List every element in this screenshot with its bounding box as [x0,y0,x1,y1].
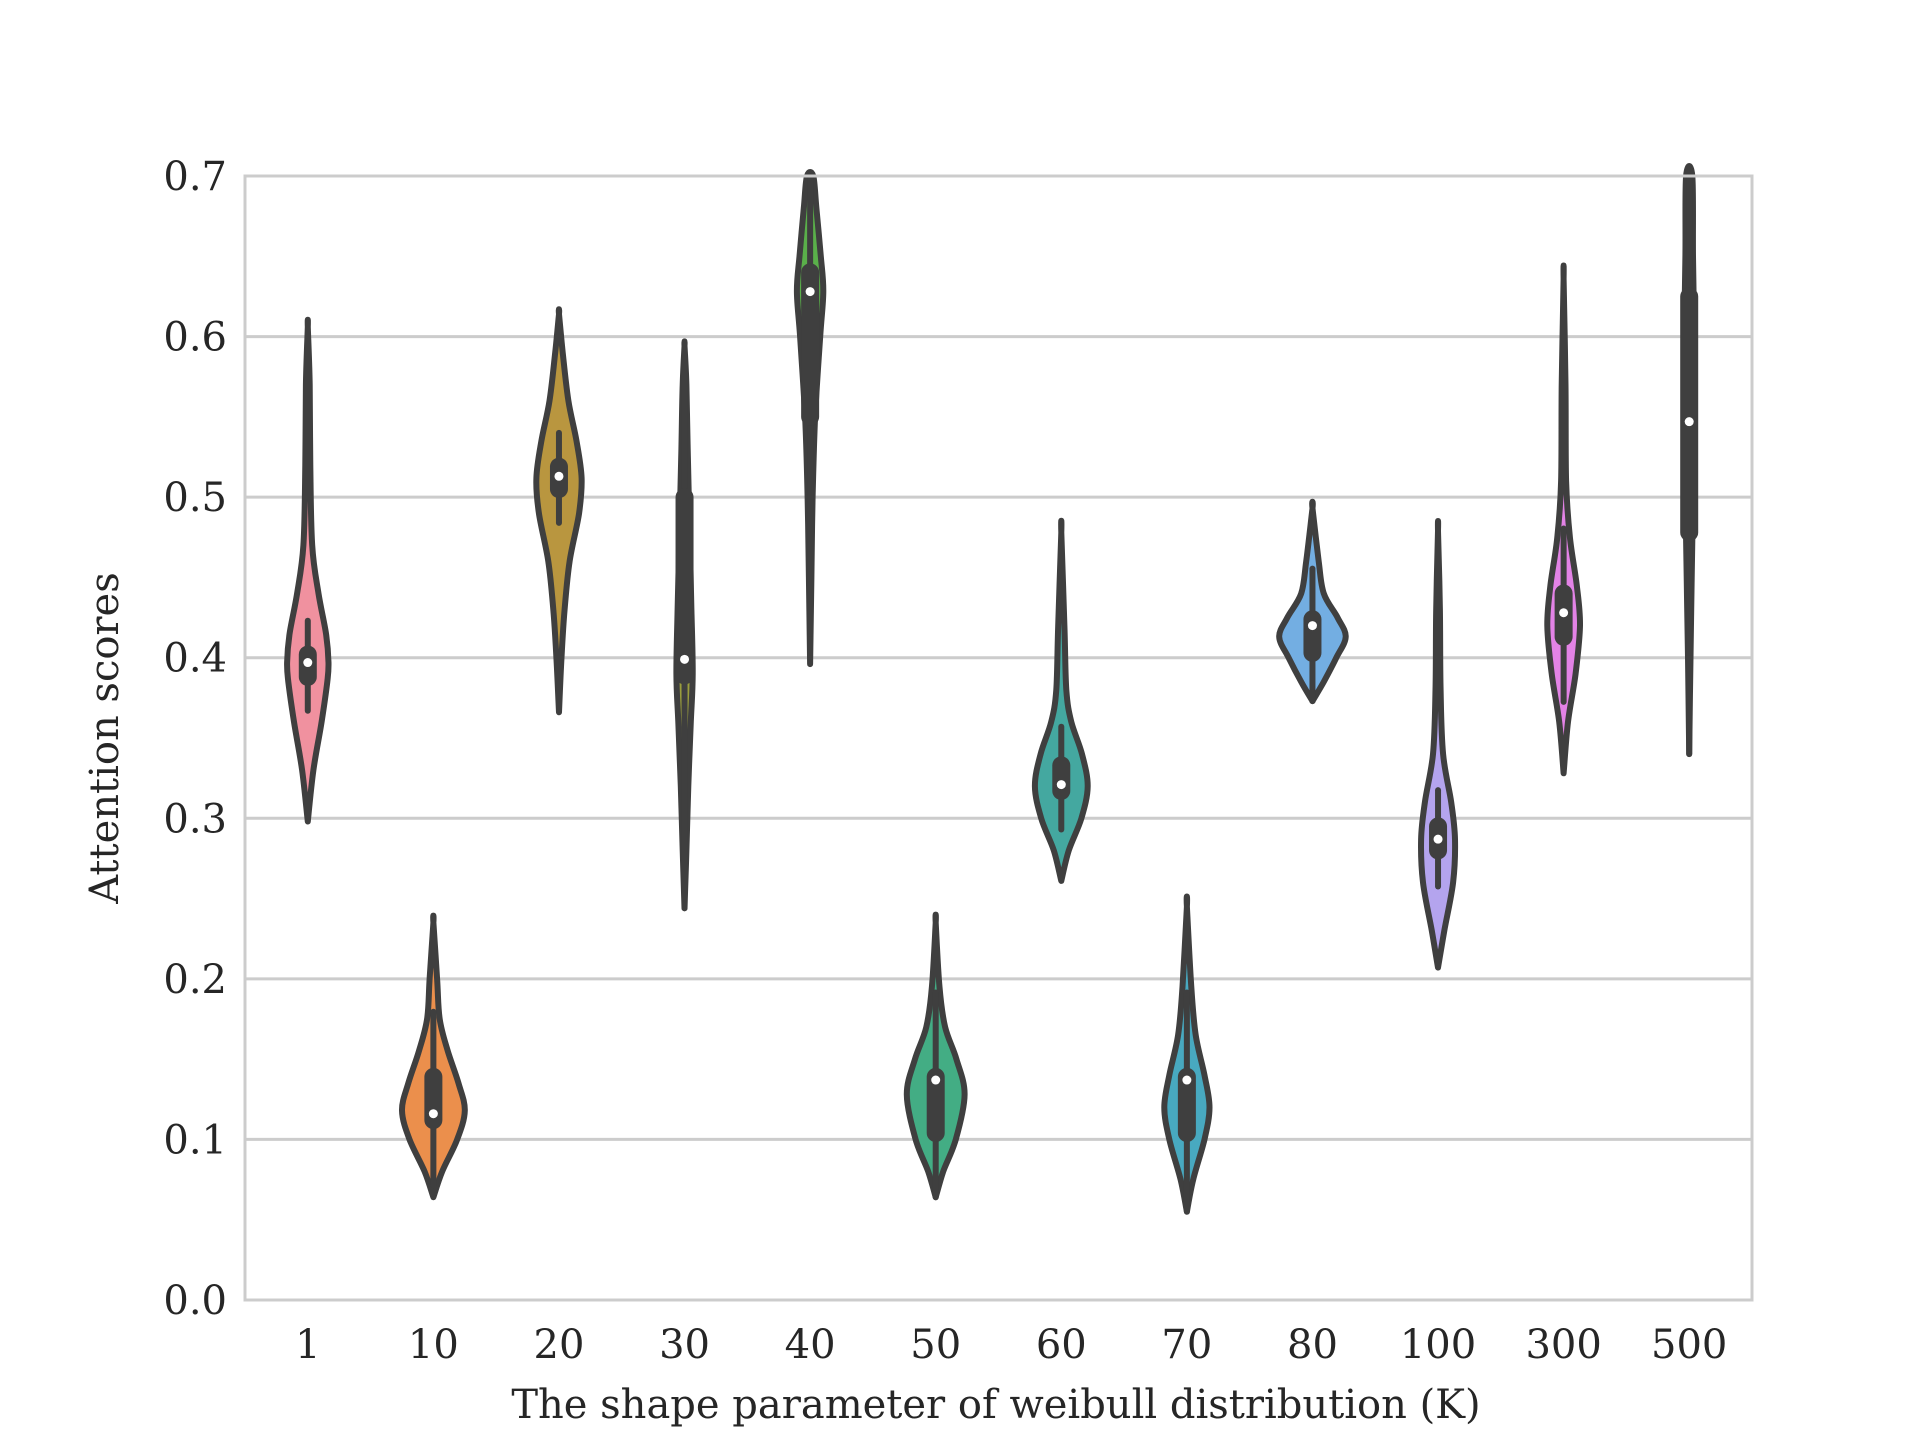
violin-70 [1161,893,1213,1215]
violin-median-40 [805,287,815,297]
violin-500 [1680,162,1699,758]
violin-100 [1418,518,1459,971]
x-tick-label-20: 20 [534,1322,585,1368]
y-tick-label-7: 0.7 [163,154,227,200]
x-tick-label-70: 70 [1161,1322,1212,1368]
violin-median-60 [1056,780,1066,790]
y-tick-label-4: 0.4 [163,636,227,682]
violin-300 [1544,262,1584,777]
violin-40 [793,169,827,668]
y-tick-labels: 0.0 0.1 0.2 0.3 0.4 0.5 0.6 0.7 [163,154,227,1324]
violin-median-10 [428,1109,438,1119]
x-tick-label-50: 50 [910,1322,961,1368]
violin-median-300 [1559,608,1569,618]
plot-frame [243,174,1754,1302]
x-tick-label-10: 10 [408,1322,459,1368]
violin-median-20 [554,471,564,481]
violin-median-100 [1433,834,1443,844]
violin-median-50 [931,1075,941,1085]
x-tick-label-60: 60 [1036,1322,1087,1368]
violin-60 [1031,517,1091,884]
violin-50 [903,911,968,1201]
violin-median-500 [1684,417,1694,427]
violin-median-1 [303,658,313,668]
violins [284,162,1699,1215]
x-tick-label-30: 30 [659,1322,710,1368]
violin-20 [533,306,585,716]
y-tick-label-1: 0.1 [163,1117,227,1163]
x-tick-label-80: 80 [1287,1322,1338,1368]
violin-body-1 [284,316,332,825]
y-tick-label-5: 0.5 [163,475,227,521]
violin-median-70 [1182,1075,1192,1085]
x-tick-label-100: 100 [1400,1322,1476,1368]
x-tick-label-500: 500 [1651,1322,1727,1368]
y-tick-label-2: 0.2 [163,957,227,1003]
y-tick-label-3: 0.3 [163,796,227,842]
x-tick-label-40: 40 [785,1322,836,1368]
violin-body-100 [1418,518,1459,971]
y-axis-label: Attention scores [82,572,128,905]
x-axis-label: The shape parameter of weibull distribut… [511,1382,1480,1428]
violin-body-60 [1031,517,1091,884]
x-tick-label-1: 1 [295,1322,320,1368]
violin-10 [399,912,468,1201]
y-tick-label-6: 0.6 [163,315,227,361]
violin-30 [673,338,696,912]
x-tick-label-300: 300 [1525,1322,1601,1368]
gridlines [245,335,1752,1141]
violin-1 [284,316,332,825]
violin-median-30 [680,654,690,664]
violin-body-300 [1544,262,1584,777]
violin-80 [1276,498,1349,705]
y-tick-label-0: 0.0 [163,1278,227,1324]
x-tick-labels: 1 10 20 30 40 50 60 70 80 100 300 500 [295,1322,1727,1368]
violin-median-80 [1307,621,1317,631]
